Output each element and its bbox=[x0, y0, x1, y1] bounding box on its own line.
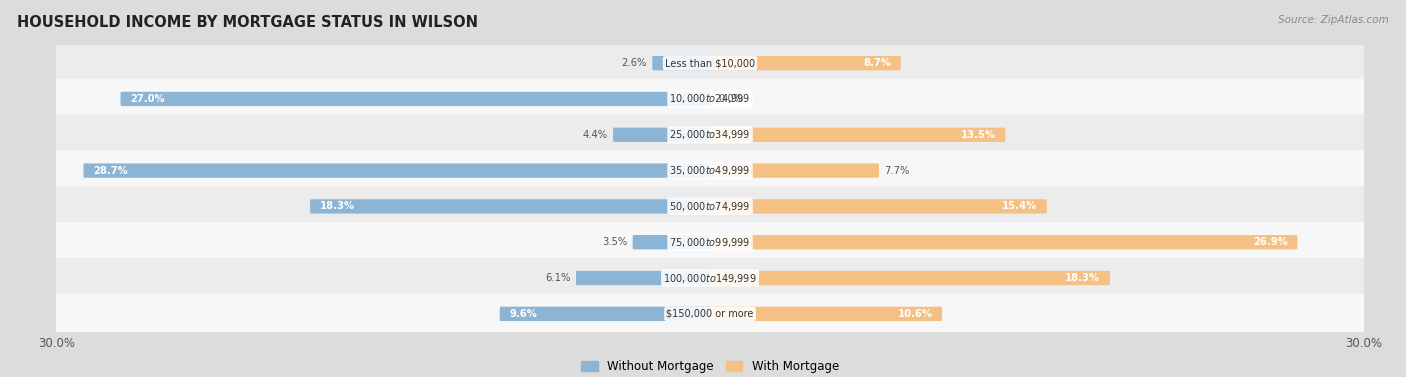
FancyBboxPatch shape bbox=[709, 235, 1298, 250]
Text: HOUSEHOLD INCOME BY MORTGAGE STATUS IN WILSON: HOUSEHOLD INCOME BY MORTGAGE STATUS IN W… bbox=[17, 15, 478, 30]
FancyBboxPatch shape bbox=[121, 92, 711, 106]
FancyBboxPatch shape bbox=[0, 222, 1406, 262]
Text: Source: ZipAtlas.com: Source: ZipAtlas.com bbox=[1278, 15, 1389, 25]
FancyBboxPatch shape bbox=[613, 128, 711, 142]
Text: Less than $10,000: Less than $10,000 bbox=[665, 58, 755, 68]
FancyBboxPatch shape bbox=[652, 56, 711, 70]
Text: $75,000 to $99,999: $75,000 to $99,999 bbox=[669, 236, 751, 249]
FancyBboxPatch shape bbox=[633, 235, 711, 250]
FancyBboxPatch shape bbox=[709, 199, 1046, 213]
Text: $50,000 to $74,999: $50,000 to $74,999 bbox=[669, 200, 751, 213]
FancyBboxPatch shape bbox=[311, 199, 711, 213]
FancyBboxPatch shape bbox=[709, 128, 1005, 142]
Text: 18.3%: 18.3% bbox=[1066, 273, 1099, 283]
FancyBboxPatch shape bbox=[709, 56, 901, 70]
Text: 15.4%: 15.4% bbox=[1001, 201, 1038, 211]
FancyBboxPatch shape bbox=[0, 258, 1406, 298]
Text: 9.6%: 9.6% bbox=[509, 309, 537, 319]
Text: $100,000 to $149,999: $100,000 to $149,999 bbox=[664, 271, 756, 285]
Legend: Without Mortgage, With Mortgage: Without Mortgage, With Mortgage bbox=[576, 355, 844, 377]
FancyBboxPatch shape bbox=[0, 294, 1406, 334]
FancyBboxPatch shape bbox=[0, 79, 1406, 119]
Text: $25,000 to $34,999: $25,000 to $34,999 bbox=[669, 128, 751, 141]
Text: 13.5%: 13.5% bbox=[960, 130, 995, 140]
Text: $35,000 to $49,999: $35,000 to $49,999 bbox=[669, 164, 751, 177]
Text: 26.9%: 26.9% bbox=[1253, 237, 1288, 247]
Text: $10,000 to $24,999: $10,000 to $24,999 bbox=[669, 92, 751, 106]
Text: $150,000 or more: $150,000 or more bbox=[666, 309, 754, 319]
FancyBboxPatch shape bbox=[0, 115, 1406, 155]
FancyBboxPatch shape bbox=[0, 43, 1406, 83]
FancyBboxPatch shape bbox=[709, 164, 879, 178]
Text: 2.6%: 2.6% bbox=[621, 58, 647, 68]
Text: 8.7%: 8.7% bbox=[863, 58, 891, 68]
Text: 28.7%: 28.7% bbox=[93, 166, 128, 176]
FancyBboxPatch shape bbox=[709, 307, 942, 321]
Text: 3.5%: 3.5% bbox=[602, 237, 627, 247]
Text: 18.3%: 18.3% bbox=[321, 201, 354, 211]
Text: 6.1%: 6.1% bbox=[546, 273, 571, 283]
FancyBboxPatch shape bbox=[0, 150, 1406, 191]
FancyBboxPatch shape bbox=[709, 271, 1109, 285]
FancyBboxPatch shape bbox=[83, 164, 711, 178]
Text: 0.0%: 0.0% bbox=[718, 94, 744, 104]
Text: 4.4%: 4.4% bbox=[582, 130, 607, 140]
Text: 7.7%: 7.7% bbox=[884, 166, 910, 176]
Text: 10.6%: 10.6% bbox=[897, 309, 932, 319]
FancyBboxPatch shape bbox=[0, 186, 1406, 227]
FancyBboxPatch shape bbox=[499, 307, 711, 321]
Text: 27.0%: 27.0% bbox=[131, 94, 165, 104]
FancyBboxPatch shape bbox=[576, 271, 711, 285]
